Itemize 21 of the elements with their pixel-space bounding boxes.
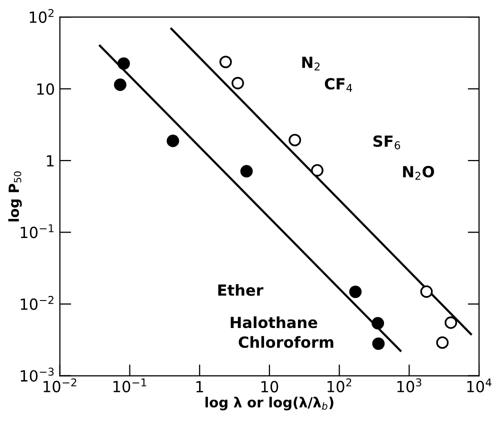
x-tick-label: 10	[261, 380, 278, 392]
annotation: Ether	[218, 284, 264, 296]
y-tick-label: 10$^{−3}$	[20, 368, 54, 382]
y-tick-label: 10$^{2}$	[30, 8, 54, 23]
x-tick-label: 10$^{3}$	[397, 378, 422, 392]
annotation: N$_{2}$O	[403, 166, 434, 180]
y-axis-title: log P$_{50}$	[8, 171, 22, 222]
x-axis-title: log λ or log(λ/λ$_{b}$)	[205, 396, 334, 410]
y-tick-label: 1	[46, 155, 54, 166]
x-tick-label: 1	[196, 381, 204, 392]
annotation: SF$_{6}$	[373, 135, 400, 150]
y-tick-label: 10	[37, 83, 54, 95]
x-tick-label: 10$^{2}$	[328, 378, 352, 392]
y-tick-label: 10$^{−1}$	[20, 224, 54, 238]
annotation: Chloroform	[238, 336, 334, 348]
annotation: Halothane	[230, 316, 318, 328]
annotation: CF$_{4}$	[324, 78, 352, 92]
x-tick-label: 10$^{−1}$	[113, 378, 146, 392]
annotation: N$_{2}$	[302, 56, 320, 70]
x-tick-label: 10$^{4}$	[467, 378, 492, 392]
y-tick-label: 10$^{−2}$	[20, 296, 54, 310]
